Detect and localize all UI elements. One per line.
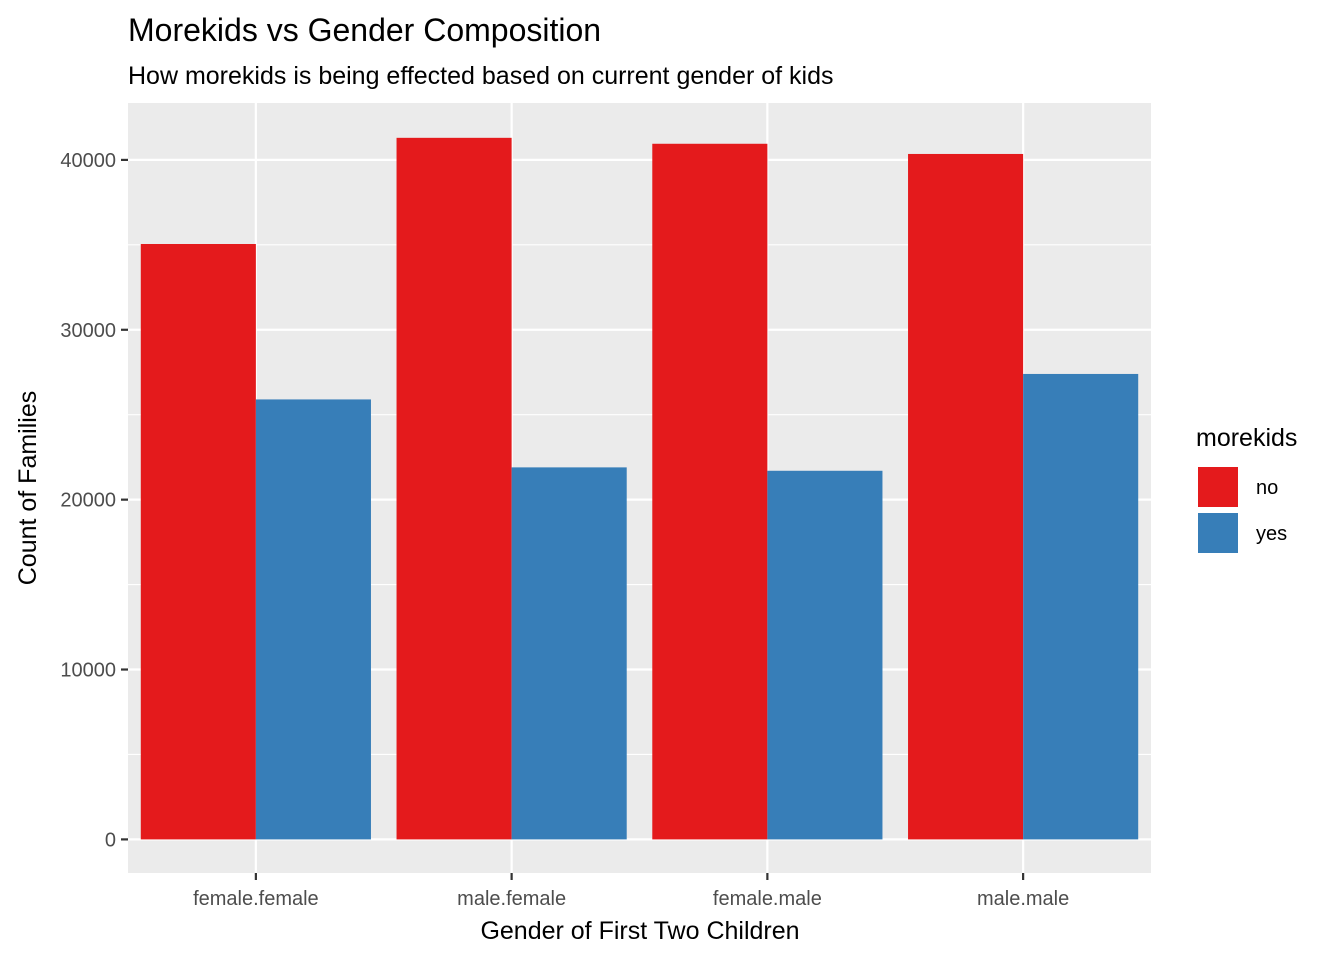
- y-tick-label: 0: [105, 829, 116, 851]
- bar-no-male.male: [908, 153, 1024, 840]
- x-tick-label: female.female: [193, 888, 319, 910]
- bar-no-female.female: [140, 243, 256, 840]
- y-tick-label: 40000: [60, 150, 116, 172]
- legend-items: no yes: [1196, 465, 1287, 555]
- legend-label-no: no: [1256, 477, 1278, 499]
- y-tick-label: 20000: [60, 490, 116, 512]
- x-tick-label: female.male: [713, 888, 822, 910]
- x-tick-label: male.female: [457, 888, 566, 910]
- chart-title: Morekids vs Gender Composition: [128, 12, 601, 48]
- x-axis-title: Gender of First Two Children: [480, 917, 799, 945]
- legend: morekids no yes: [1196, 424, 1297, 555]
- bar-yes-female.female: [255, 399, 371, 840]
- legend-key-yes: [1198, 513, 1238, 553]
- y-tick-label: 10000: [60, 660, 116, 682]
- legend-key-no: [1198, 467, 1238, 507]
- x-tick-label: male.male: [977, 888, 1069, 910]
- bar-yes-female.male: [767, 470, 883, 840]
- bar-no-female.male: [652, 143, 768, 840]
- bar-no-male.female: [396, 137, 512, 840]
- bars: [140, 137, 1139, 840]
- y-tick-label: 30000: [60, 320, 116, 342]
- bar-yes-male.female: [511, 467, 627, 840]
- x-axis-ticks: female.female male.female female.male male.…: [193, 873, 1069, 910]
- y-axis-ticks: 0 10000 20000 30000 40000: [60, 150, 128, 851]
- chart-subtitle: How morekids is being effected based on …: [128, 62, 834, 90]
- y-axis-title: Count of Families: [14, 391, 42, 586]
- legend-label-yes: yes: [1256, 523, 1287, 545]
- bar-yes-male.male: [1023, 373, 1139, 840]
- legend-title: morekids: [1196, 424, 1297, 452]
